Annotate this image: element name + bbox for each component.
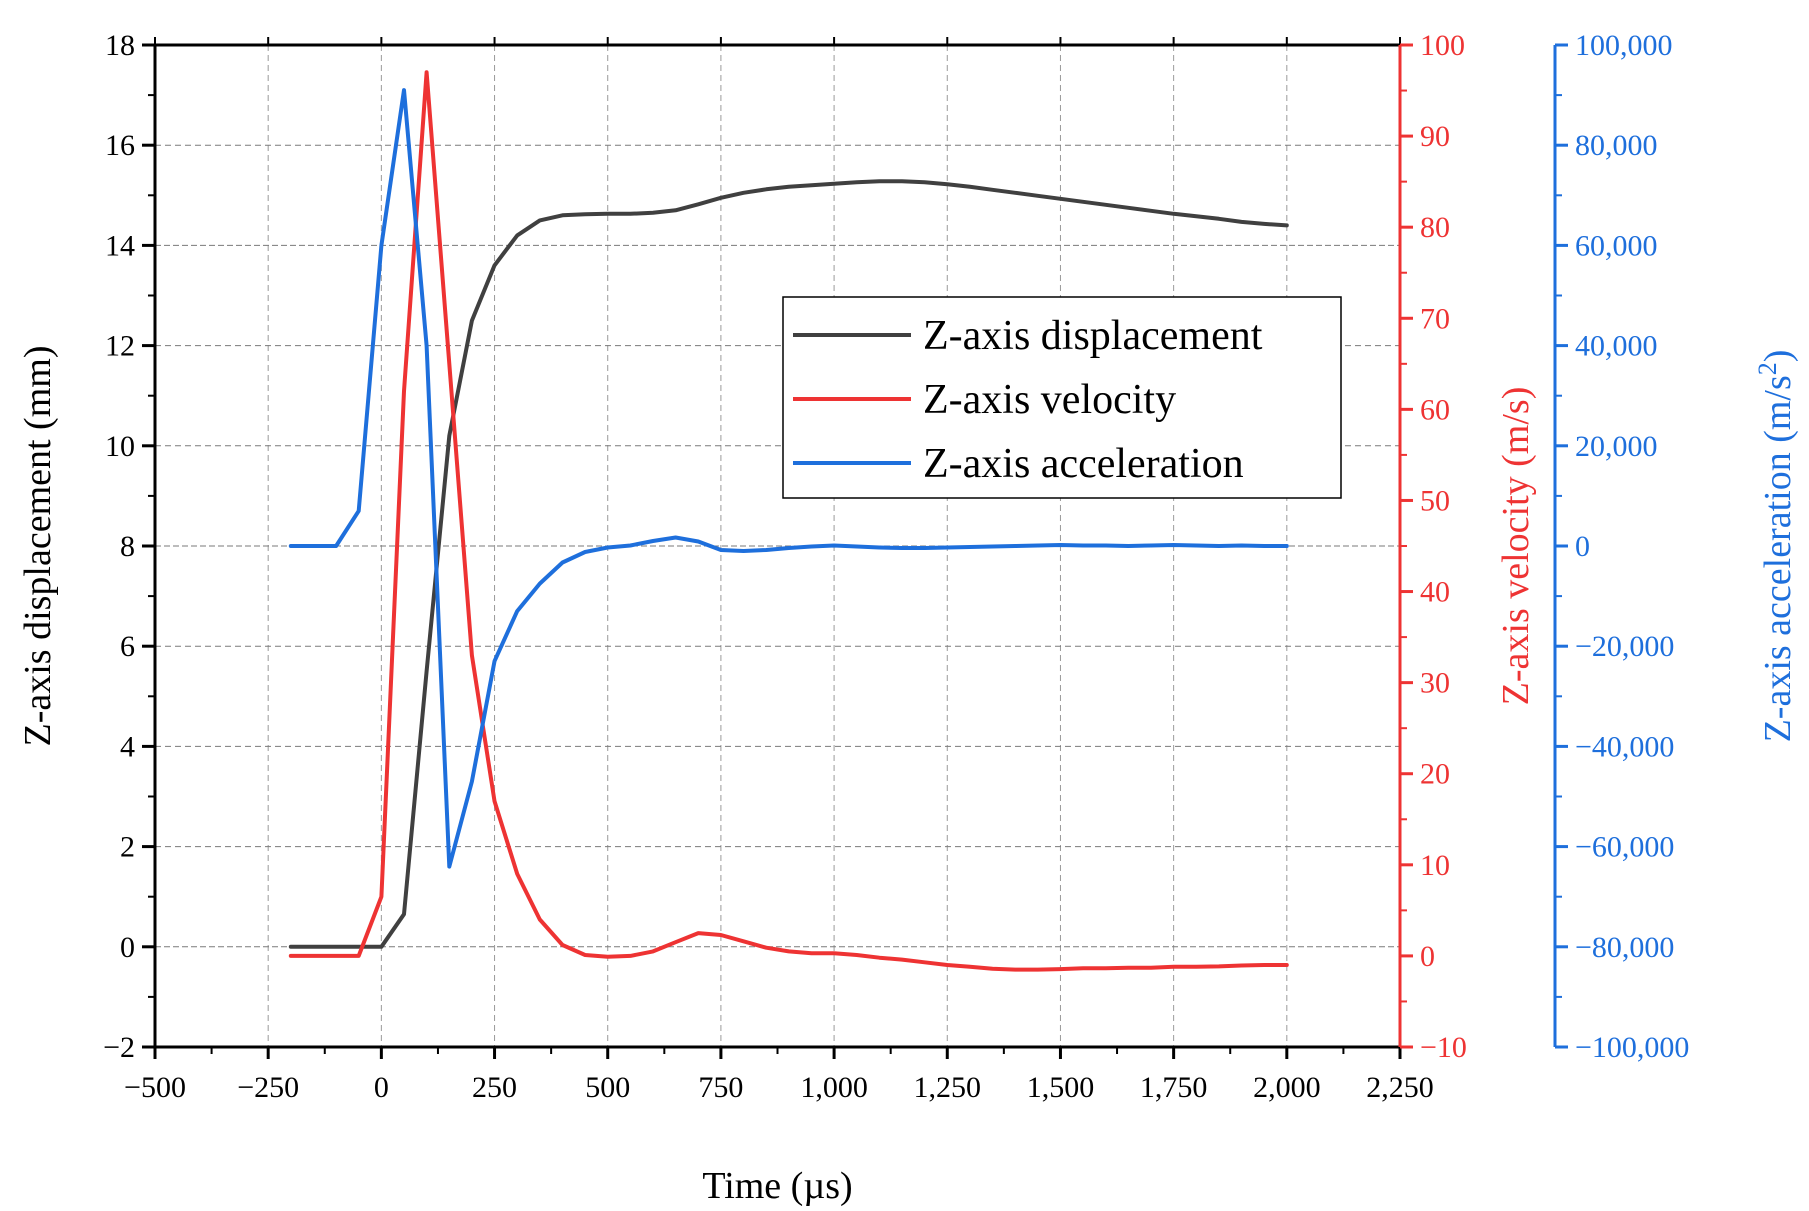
y-tick-label-acc: −60,000 [1575, 831, 1674, 864]
series-lines [288, 70, 1289, 972]
x-tick-label: 250 [472, 1071, 517, 1104]
y-tick-label-acc: −20,000 [1575, 630, 1674, 663]
y-tick-label-acc: 40,000 [1575, 330, 1658, 363]
y-tick-label-disp: 6 [120, 630, 135, 663]
y-tick-label-acc: −80,000 [1575, 931, 1674, 964]
y-tick-label-disp: 10 [105, 430, 135, 463]
acc-title-end: ) [1757, 350, 1799, 363]
y-tick-label-vel: 70 [1420, 302, 1450, 335]
y-tick-label-acc: 60,000 [1575, 229, 1658, 262]
x-tick-label: −500 [124, 1071, 186, 1104]
x-tick-label: 750 [698, 1071, 743, 1104]
y-tick-label-disp: 18 [105, 29, 135, 62]
x-tick-label: 1,250 [914, 1071, 982, 1104]
x-tick-label: −250 [237, 1071, 299, 1104]
acc-title-main: Z-axis acceleration (m/s [1757, 375, 1799, 742]
y-tick-label-acc: 20,000 [1575, 430, 1658, 463]
y-tick-label-disp: 16 [105, 129, 135, 162]
series-line-vel [288, 70, 1289, 972]
series-line-disp [288, 179, 1289, 949]
y-tick-label-vel: 50 [1420, 484, 1450, 517]
y-tick-label-acc: 0 [1575, 530, 1590, 563]
acc-title-superscript: 2 [1753, 362, 1782, 375]
x-tick-label: 1,000 [800, 1071, 868, 1104]
y-tick-label-acc: 100,000 [1575, 29, 1673, 62]
x-tick-label: 1,750 [1140, 1071, 1208, 1104]
series-line-acc [288, 88, 1289, 869]
x-tick-label: 500 [585, 1071, 630, 1104]
y-tick-label-vel: 40 [1420, 576, 1450, 609]
y-tick-label-vel: −10 [1420, 1031, 1467, 1064]
y-tick-label-vel: 0 [1420, 940, 1435, 973]
y-tick-label-disp: 4 [120, 730, 135, 763]
legend-label-vel: Z-axis velocity [923, 377, 1176, 423]
x-tick-label: 0 [374, 1071, 389, 1104]
y-tick-label-vel: 80 [1420, 211, 1450, 244]
y-tick-label-vel: 90 [1420, 120, 1450, 153]
x-axis-title: Time (µs) [702, 1165, 852, 1207]
y-axis-title-displacement: Z-axis displacement (mm) [17, 346, 59, 747]
y-tick-label-disp: 0 [120, 931, 135, 964]
y-axis-title-velocity: Z-axis velocity (m/s) [1495, 387, 1537, 706]
y-tick-label-disp: 12 [105, 330, 135, 363]
y-tick-label-vel: 20 [1420, 758, 1450, 791]
y-tick-label-acc: 80,000 [1575, 129, 1658, 162]
y-tick-label-vel: 60 [1420, 393, 1450, 426]
x-tick-label: 2,250 [1366, 1071, 1434, 1104]
x-tick-label: 2,000 [1253, 1071, 1321, 1104]
axes: −500 −250 0 250 500 750 1,000 1,250 1,500 1,750 2,… [17, 29, 1799, 1207]
y-tick-label-acc: −40,000 [1575, 730, 1674, 763]
x-tick-label: 1,500 [1027, 1071, 1095, 1104]
legend-label-disp: Z-axis displacement [923, 313, 1263, 359]
y-tick-label-disp: −2 [103, 1031, 135, 1064]
y-tick-label-vel: 100 [1420, 29, 1465, 62]
legend: Z-axis displacement Z-axis velocity Z-axis… [782, 296, 1342, 499]
y-tick-label-disp: 14 [105, 229, 135, 262]
y-tick-label-acc: −100,000 [1575, 1031, 1689, 1064]
y-tick-label-disp: 2 [120, 831, 135, 864]
y-axis-title-acceleration: Z-axis acceleration (m/s2) [1753, 350, 1799, 743]
y-tick-label-vel: 30 [1420, 667, 1450, 700]
legend-label-acc: Z-axis acceleration [923, 441, 1244, 487]
y-tick-label-vel: 10 [1420, 849, 1450, 882]
y-tick-label-disp: 8 [120, 530, 135, 563]
